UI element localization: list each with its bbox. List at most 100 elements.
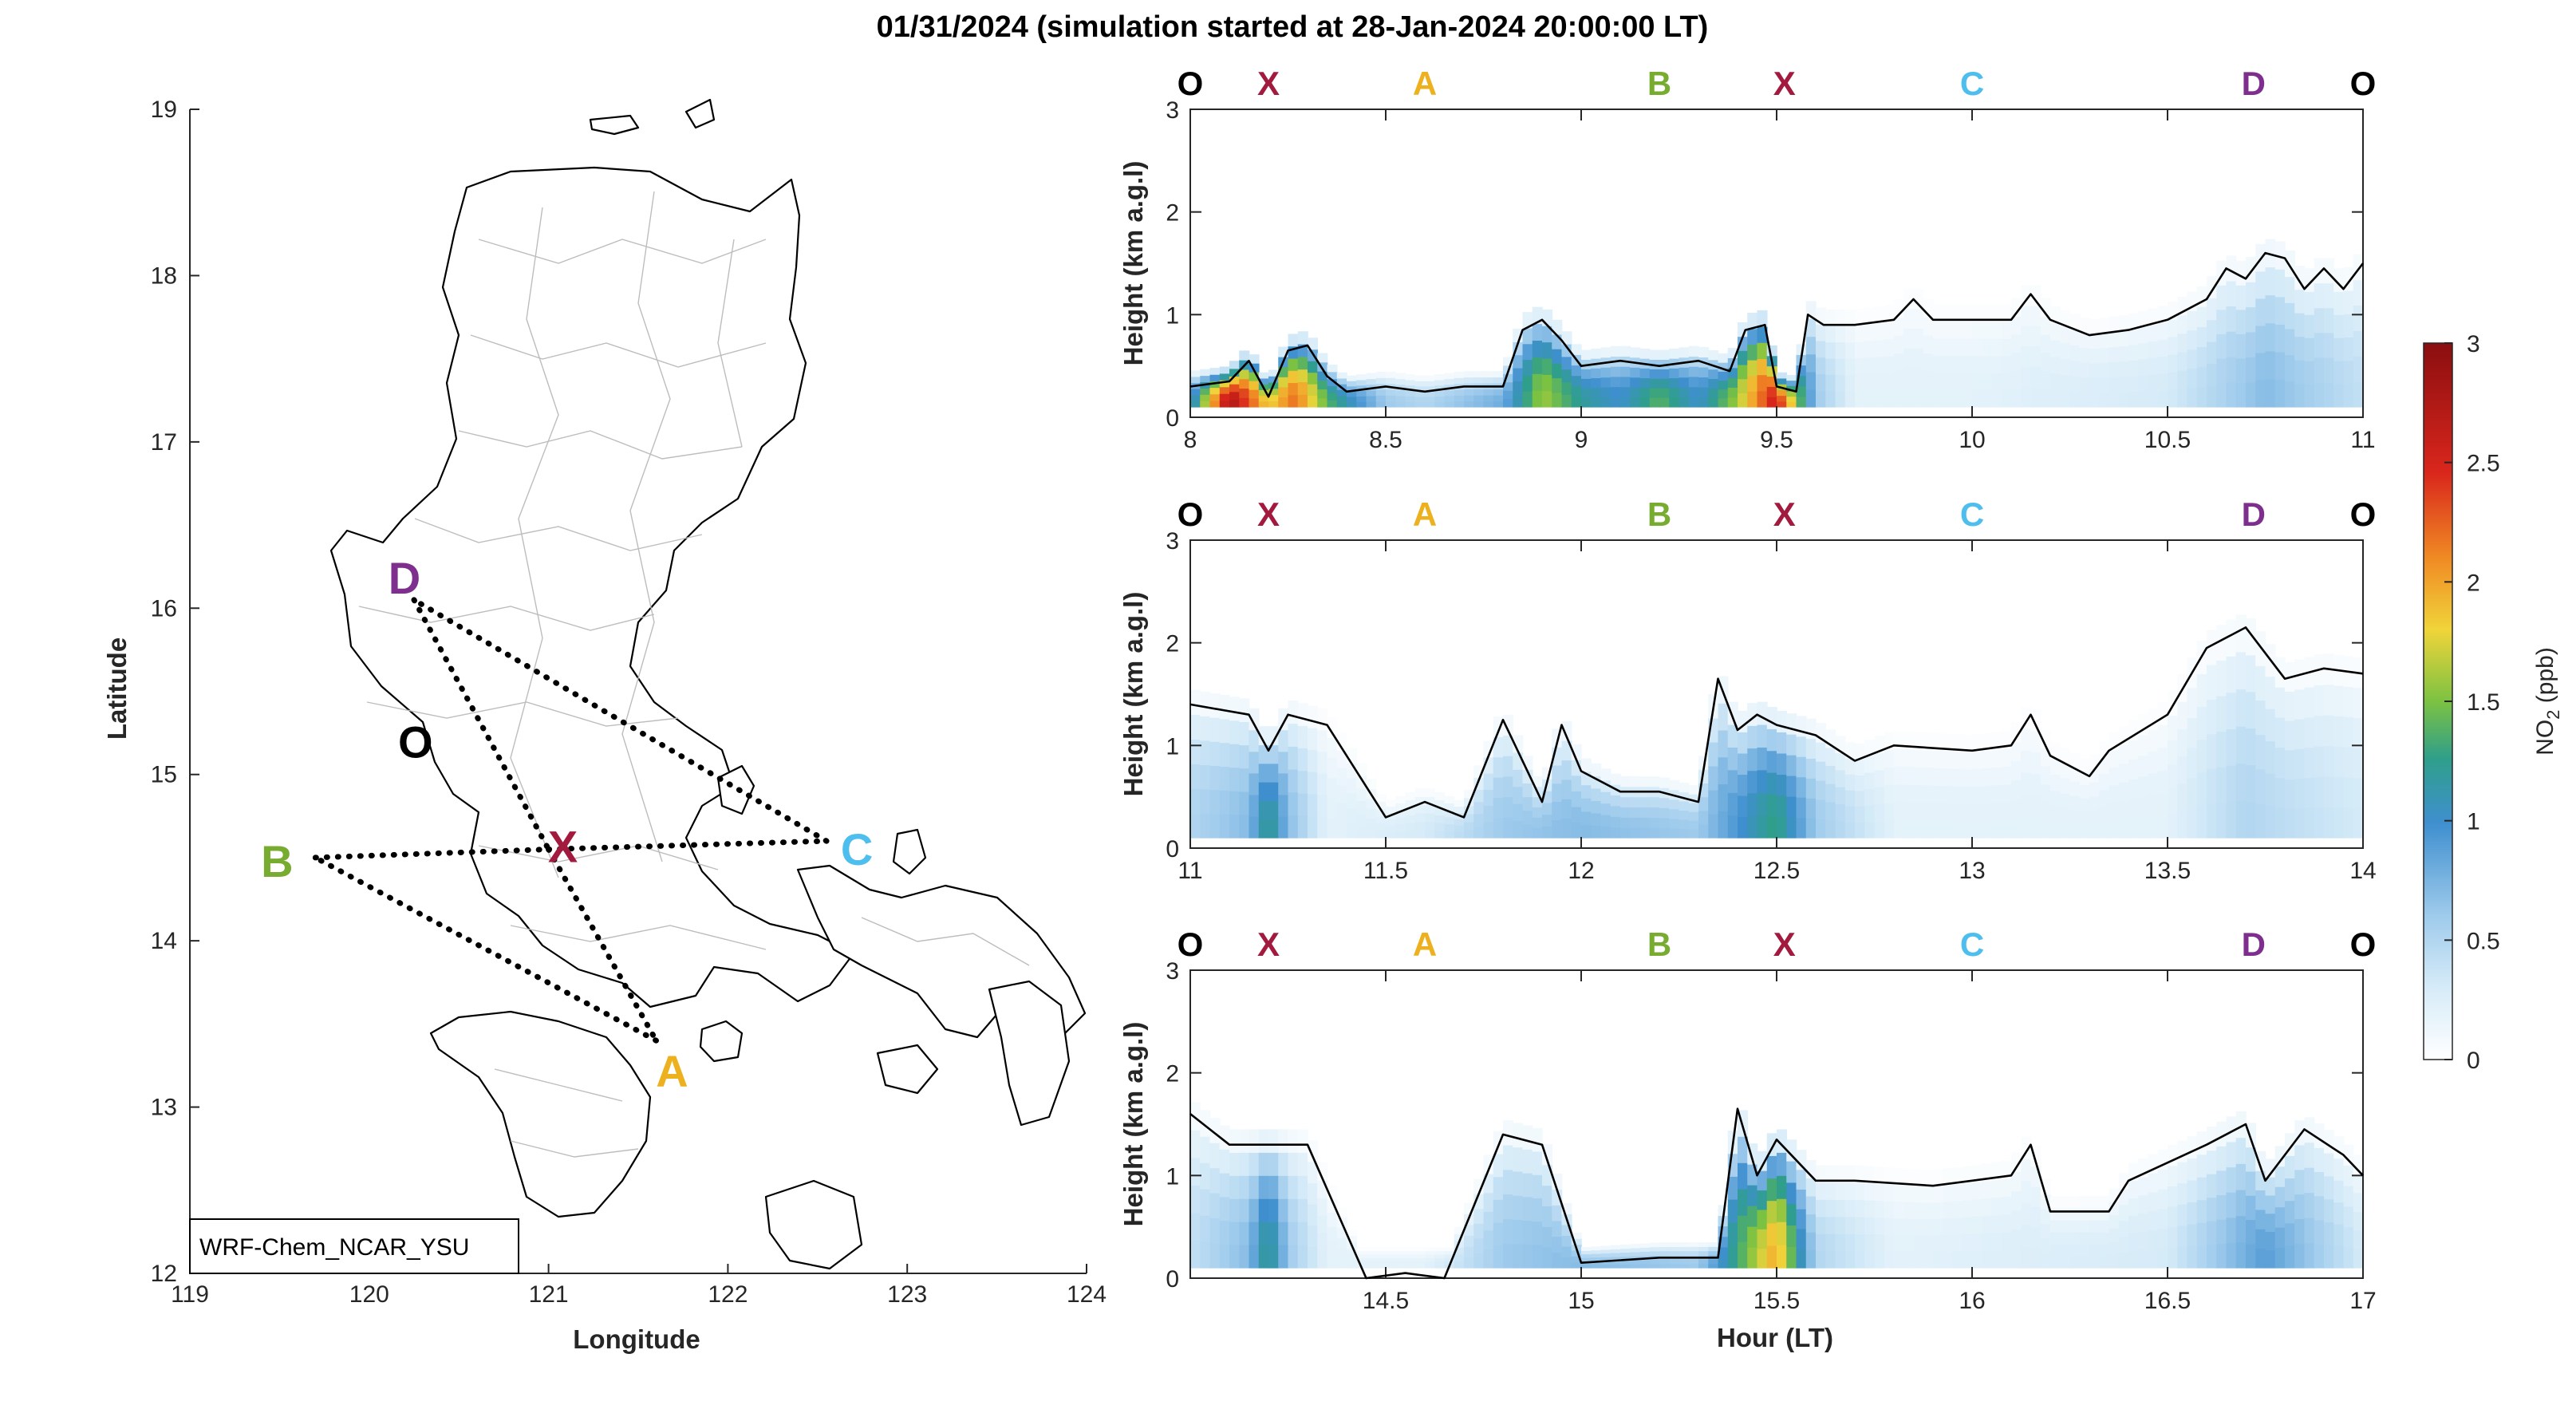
curtain-cell <box>2246 764 2257 802</box>
curtain-cell <box>2001 304 2012 322</box>
curtain-cell <box>1483 395 1494 402</box>
curtain-cell <box>1913 767 1924 786</box>
curtain-cell <box>1356 813 1367 827</box>
curtain-cell <box>1747 313 1758 330</box>
curtain-cell <box>1884 1201 1895 1218</box>
curtain-cell <box>1356 1261 1367 1265</box>
curtain-cell <box>2157 747 2168 771</box>
curtain-cell <box>2274 777 2286 808</box>
curtain-cell <box>1347 778 1358 794</box>
curtain-cell <box>1786 380 1797 386</box>
curtain-cell <box>1757 1170 1768 1191</box>
curtain-cell <box>1962 803 1973 822</box>
curtain-cell <box>1649 397 1660 408</box>
curtain-cell <box>2089 1220 2101 1233</box>
curtain-cell <box>1513 1243 1524 1269</box>
curtain-cell <box>1513 1123 1524 1148</box>
curtain-cell <box>1825 1165 1836 1183</box>
curtain-cell <box>1464 401 1475 408</box>
curtain-cell <box>1425 804 1436 814</box>
curtain-cell <box>1766 772 1777 795</box>
curtain-cell <box>1503 357 1514 366</box>
curtain-cell <box>2030 285 2041 306</box>
curtain-cell <box>2196 346 2207 368</box>
curtain-cell <box>1659 1250 1671 1256</box>
curtain-cell <box>1347 375 1358 381</box>
curtain-cell <box>1610 1264 1621 1269</box>
curtain-cell <box>1786 713 1797 735</box>
curtain-cell <box>2138 1249 2149 1269</box>
curtain-cell <box>1229 1245 1241 1269</box>
curtain-cell <box>1679 1241 1690 1247</box>
curtain-cell <box>2333 291 2345 315</box>
curtain-cell <box>2274 1166 2286 1187</box>
curtain-cell <box>2148 390 2159 408</box>
curtain-cell <box>1591 787 1602 801</box>
curtain-cell <box>1757 1151 1768 1171</box>
curtain-cell <box>1503 1169 1514 1195</box>
curtain-cell <box>2353 1229 2364 1250</box>
curtain-cell <box>1874 803 1885 822</box>
curtain-x-tick-label: 10.5 <box>2144 427 2191 453</box>
curtain-cell <box>2011 352 2022 372</box>
curtain-cell <box>1864 756 1876 773</box>
curtain-cell <box>2216 358 2227 384</box>
curtain-cell <box>2109 392 2120 408</box>
curtain-cell <box>1434 401 1446 408</box>
curtain-cell <box>2109 1202 2120 1216</box>
curtain-cell <box>2265 350 2276 380</box>
curtain-cell <box>1483 1211 1494 1231</box>
curtain-cell <box>2294 1218 2306 1244</box>
curtain-cell <box>1200 1110 1211 1137</box>
curtain-cell <box>2187 1158 2198 1181</box>
curtain-cell <box>1278 708 1289 731</box>
curtain-cell <box>1405 374 1416 381</box>
curtain-cell <box>1347 1261 1358 1269</box>
curtain-cell <box>1414 1247 1426 1252</box>
curtain-cell <box>1844 1216 1856 1234</box>
curtain-cell <box>1844 326 1856 343</box>
station-marker-X: X <box>1773 926 1796 963</box>
curtain-cell <box>1327 400 1338 408</box>
curtain-cell <box>2089 1244 2101 1257</box>
curtain-cell <box>1688 1263 1699 1269</box>
curtain-y-tick-label: 1 <box>1166 1163 1179 1190</box>
curtain-cell <box>1874 820 1885 839</box>
curtain-cell <box>2294 360 2306 385</box>
curtain-cell <box>1278 1152 1289 1176</box>
curtain-cell <box>1855 759 1866 776</box>
curtain-cell <box>1913 732 1924 750</box>
curtain-cell <box>1962 786 1973 804</box>
curtain-cell <box>1972 355 1983 373</box>
curtain-cell <box>1630 796 1641 808</box>
curtain-cell <box>2109 784 2120 803</box>
curtain-cell <box>1308 395 1319 408</box>
curtain-cell <box>1884 802 1895 821</box>
curtain-cell <box>1581 397 1592 408</box>
curtain-cell <box>1933 750 1944 768</box>
curtain-cell <box>1933 732 1944 752</box>
curtain-cell <box>2079 1232 2090 1245</box>
curtain-y-tick-label: 2 <box>1166 1061 1179 1087</box>
curtain-cell <box>1805 389 1817 408</box>
curtain-cell <box>2118 330 2129 346</box>
curtain-cell <box>1718 1257 1729 1269</box>
curtain-cell <box>1777 377 1788 385</box>
curtain-cell <box>2109 331 2120 348</box>
curtain-cell <box>2021 1202 2032 1225</box>
curtain-cell <box>1425 1253 1436 1258</box>
curtain-cell <box>1366 1253 1377 1258</box>
curtain-cell <box>1835 752 1846 771</box>
curtain-cell <box>1249 1152 1260 1176</box>
curtain-cell <box>1600 1264 1611 1269</box>
curtain-cell <box>1386 1261 1397 1265</box>
curtain-cell <box>1258 782 1269 801</box>
curtain-cell <box>1747 1185 1758 1206</box>
curtain-cell <box>1327 378 1338 387</box>
curtain-cell <box>2157 792 2168 816</box>
curtain-cell <box>2226 692 2237 729</box>
curtain-cell <box>1356 1247 1367 1252</box>
curtain-cell <box>1405 390 1416 397</box>
curtain-cell <box>1513 735 1524 753</box>
curtain-cell <box>1805 738 1817 759</box>
